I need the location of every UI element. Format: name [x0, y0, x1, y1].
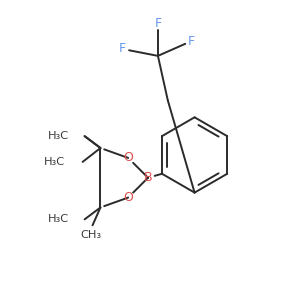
Text: H₃C: H₃C	[48, 131, 69, 141]
Text: H₃C: H₃C	[48, 214, 69, 224]
Text: F: F	[154, 17, 161, 30]
Text: O: O	[123, 152, 133, 164]
Text: F: F	[119, 42, 126, 56]
Text: O: O	[123, 191, 133, 204]
Text: B: B	[144, 171, 152, 184]
Text: F: F	[188, 34, 195, 47]
Text: CH₃: CH₃	[80, 230, 101, 240]
Text: H₃C: H₃C	[44, 157, 65, 167]
